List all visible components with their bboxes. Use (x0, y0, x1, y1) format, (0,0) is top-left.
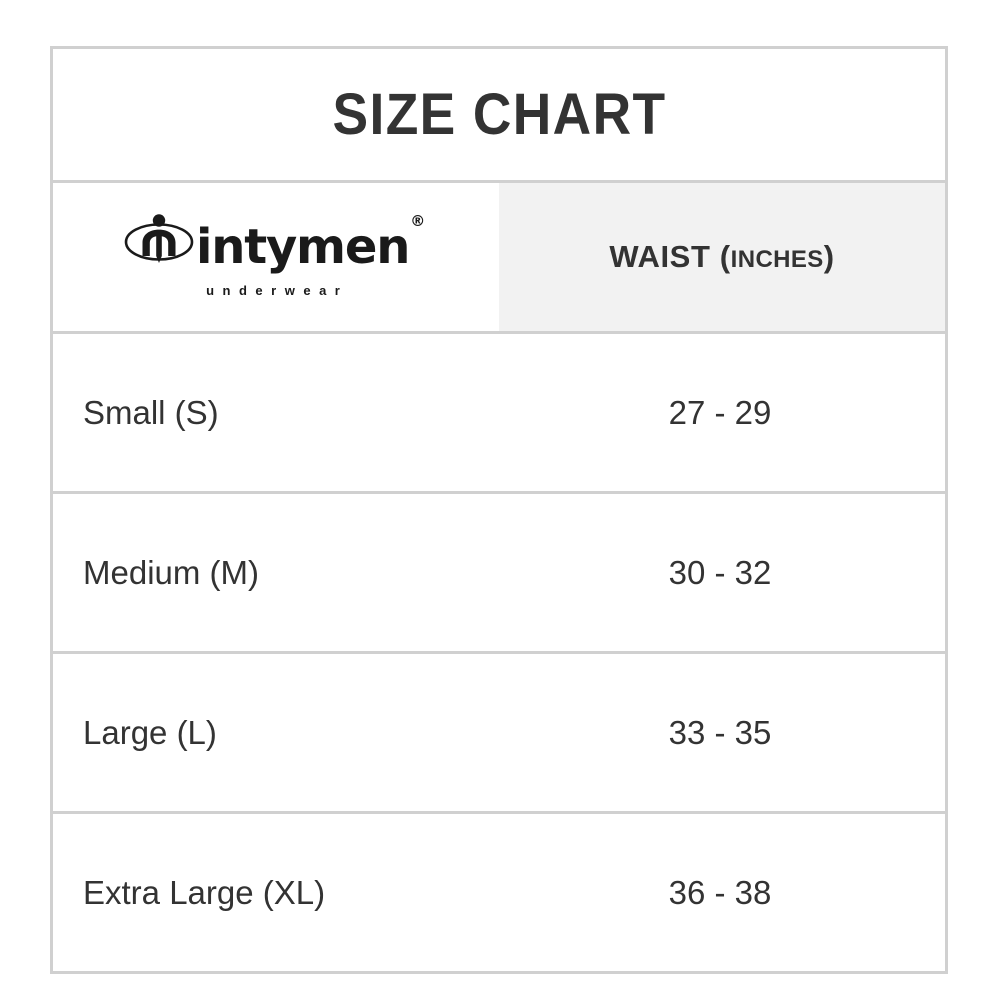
title-cell: SIZE CHART (51, 47, 947, 183)
size-chart-table: SIZE CHART int (50, 46, 948, 974)
size-label-cell: Medium (M) (51, 492, 499, 654)
size-label-cell: Extra Large (XL) (83, 873, 326, 911)
title-row: SIZE CHART (51, 47, 947, 183)
table-header-row: intymen® underwear WAIST (INCHES) (51, 181, 947, 334)
size-label-cell: Large (L) (51, 652, 499, 814)
brand-logo-main: intymen® (123, 211, 425, 275)
table-row: Medium (M) 30 - 32 (51, 492, 947, 654)
page-title: SIZE CHART (332, 81, 666, 147)
table-row: Extra Large (XL) 36 - 38 (52, 813, 947, 973)
table-row: Small (S) 27 - 29 (51, 332, 947, 494)
brand-logo: intymen® underwear (123, 211, 429, 298)
waist-column-header: WAIST (INCHES) (609, 239, 835, 274)
brand-tagline: underwear (206, 282, 349, 298)
table-row: Large (L) 33 - 35 (51, 652, 947, 814)
waist-column-header-cell: WAIST (INCHES) (499, 181, 947, 334)
waist-value-cell: 27 - 29 (499, 332, 947, 494)
waist-value-cell: 30 - 32 (499, 492, 947, 654)
brand-name: intymen® (195, 211, 425, 275)
registered-trademark-icon: ® (410, 211, 425, 230)
stylized-m-in-ellipse-icon (123, 211, 195, 271)
waist-value-cell: 33 - 35 (499, 652, 947, 814)
brand-logo-cell: intymen® underwear (51, 181, 499, 334)
size-label-cell: Small (S) (51, 332, 499, 494)
waist-value-cell: 36 - 38 (668, 873, 772, 911)
